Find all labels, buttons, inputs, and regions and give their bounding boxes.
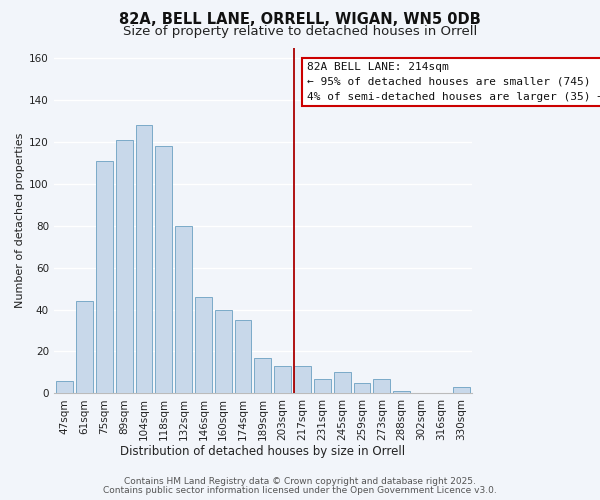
Bar <box>393 392 410 394</box>
Bar <box>254 358 271 394</box>
Bar <box>215 310 232 394</box>
Bar <box>235 320 251 394</box>
Bar <box>96 160 113 394</box>
Text: Size of property relative to detached houses in Orrell: Size of property relative to detached ho… <box>123 25 477 38</box>
Bar <box>155 146 172 394</box>
Text: 82A BELL LANE: 214sqm
← 95% of detached houses are smaller (745)
4% of semi-deta: 82A BELL LANE: 214sqm ← 95% of detached … <box>307 62 600 102</box>
Text: Contains HM Land Registry data © Crown copyright and database right 2025.: Contains HM Land Registry data © Crown c… <box>124 477 476 486</box>
X-axis label: Distribution of detached houses by size in Orrell: Distribution of detached houses by size … <box>121 444 406 458</box>
Bar <box>274 366 291 394</box>
Y-axis label: Number of detached properties: Number of detached properties <box>15 132 25 308</box>
Bar <box>314 378 331 394</box>
Bar <box>353 383 370 394</box>
Text: Contains public sector information licensed under the Open Government Licence v3: Contains public sector information licen… <box>103 486 497 495</box>
Bar <box>195 297 212 394</box>
Bar <box>116 140 133 394</box>
Bar <box>452 387 470 394</box>
Bar <box>76 301 93 394</box>
Bar <box>56 381 73 394</box>
Bar <box>175 226 192 394</box>
Bar <box>136 125 152 394</box>
Bar <box>334 372 350 394</box>
Bar <box>373 378 390 394</box>
Bar <box>294 366 311 394</box>
Text: 82A, BELL LANE, ORRELL, WIGAN, WN5 0DB: 82A, BELL LANE, ORRELL, WIGAN, WN5 0DB <box>119 12 481 28</box>
